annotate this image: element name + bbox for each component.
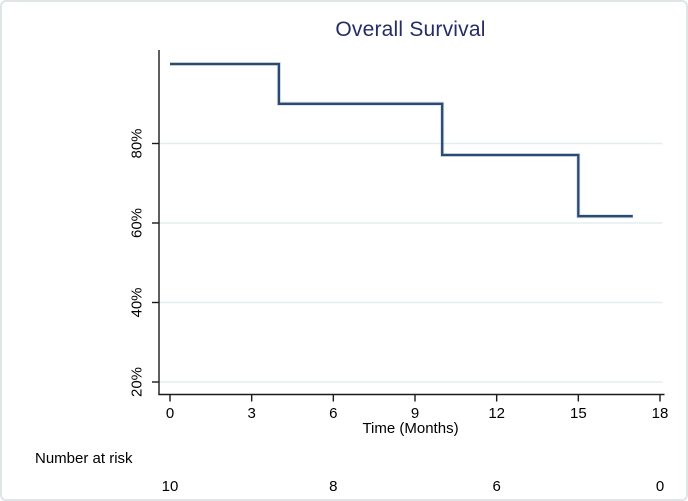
survival-curve-halo [170, 62, 633, 219]
y-tick-label: 40% [129, 287, 146, 317]
x-tick-label: 9 [411, 405, 419, 422]
x-tick-label: 0 [166, 405, 174, 422]
survival-curve [170, 62, 633, 218]
risk-value-month-6: 8 [329, 478, 337, 495]
y-tick-label: 80% [129, 128, 146, 158]
x-axis-label: Time (Months) [362, 420, 459, 437]
x-tick-label: 6 [329, 405, 337, 422]
x-tick-label: 12 [488, 405, 505, 422]
x-tick-label: 18 [652, 405, 669, 422]
x-tick-label: 15 [570, 405, 587, 422]
chart-title: Overall Survival [335, 18, 486, 41]
x-tick-label: 3 [247, 405, 255, 422]
risk-value-month-12: 6 [492, 478, 500, 495]
y-tick-label: 60% [129, 208, 146, 238]
y-tick-label: 20% [129, 367, 146, 397]
risk-value-month-18: 0 [656, 478, 664, 495]
risk-table-label: Number at risk [35, 450, 133, 467]
risk-value-month-0: 10 [162, 478, 179, 495]
